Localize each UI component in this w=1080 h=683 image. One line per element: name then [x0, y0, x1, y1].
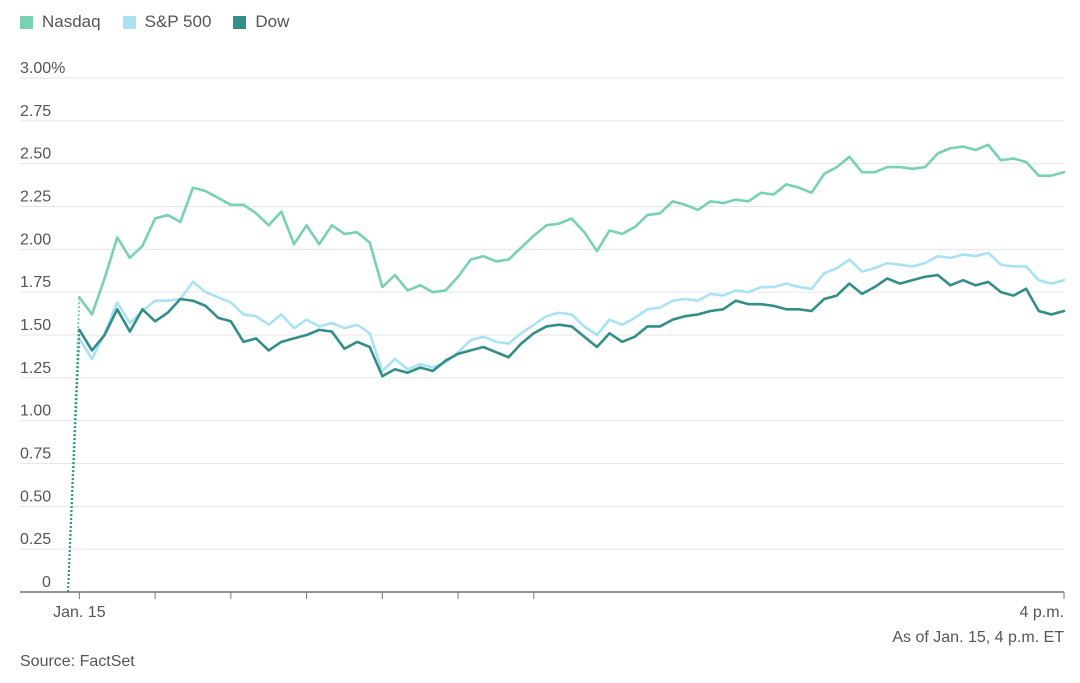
legend-label-dow: Dow [255, 12, 290, 31]
y-tick-label: 0.75 [20, 446, 51, 463]
y-tick-label: 2.50 [20, 146, 51, 163]
legend-item-dow[interactable]: Dow [233, 12, 289, 32]
series-lead-in-1 [67, 338, 81, 593]
series-line-1 [78, 251, 1066, 373]
legend-swatch-sp500 [122, 15, 136, 29]
legend-item-sp500[interactable]: S&P 500 [122, 12, 212, 32]
y-tick-label: 2.75 [20, 103, 51, 120]
legend-item-nasdaq[interactable]: Nasdaq [20, 12, 101, 32]
y-tick-label: 2.25 [20, 189, 51, 206]
source-note: Source: FactSet [20, 653, 135, 670]
series-line-0 [78, 143, 1066, 316]
x-tick-label: 4 p.m. [1020, 604, 1064, 621]
legend-swatch-nasdaq [20, 15, 33, 29]
y-tick-label: 1.50 [20, 317, 51, 334]
y-tick-label: 1.75 [20, 274, 51, 291]
y-tick-label: 3.00% [20, 60, 65, 77]
y-tick-label: 0.25 [20, 531, 51, 548]
legend-label-nasdaq: Nasdaq [42, 12, 101, 31]
y-tick-label: 0.50 [20, 488, 51, 505]
y-tick-label: 1.00 [20, 403, 51, 420]
legend-label-sp500: S&P 500 [144, 12, 212, 31]
y-tick-label: 0 [42, 574, 51, 591]
as-of-note: As of Jan. 15, 4 p.m. ET [892, 629, 1064, 646]
series-lead-in-2 [67, 329, 81, 593]
x-tick-label: Jan. 15 [53, 604, 106, 621]
y-tick-label: 1.25 [20, 360, 51, 377]
series-line-2 [78, 273, 1066, 378]
legend: Nasdaq S&P 500 Dow [20, 12, 289, 32]
y-tick-label: 2.00 [20, 231, 51, 248]
legend-swatch-dow [233, 15, 247, 29]
